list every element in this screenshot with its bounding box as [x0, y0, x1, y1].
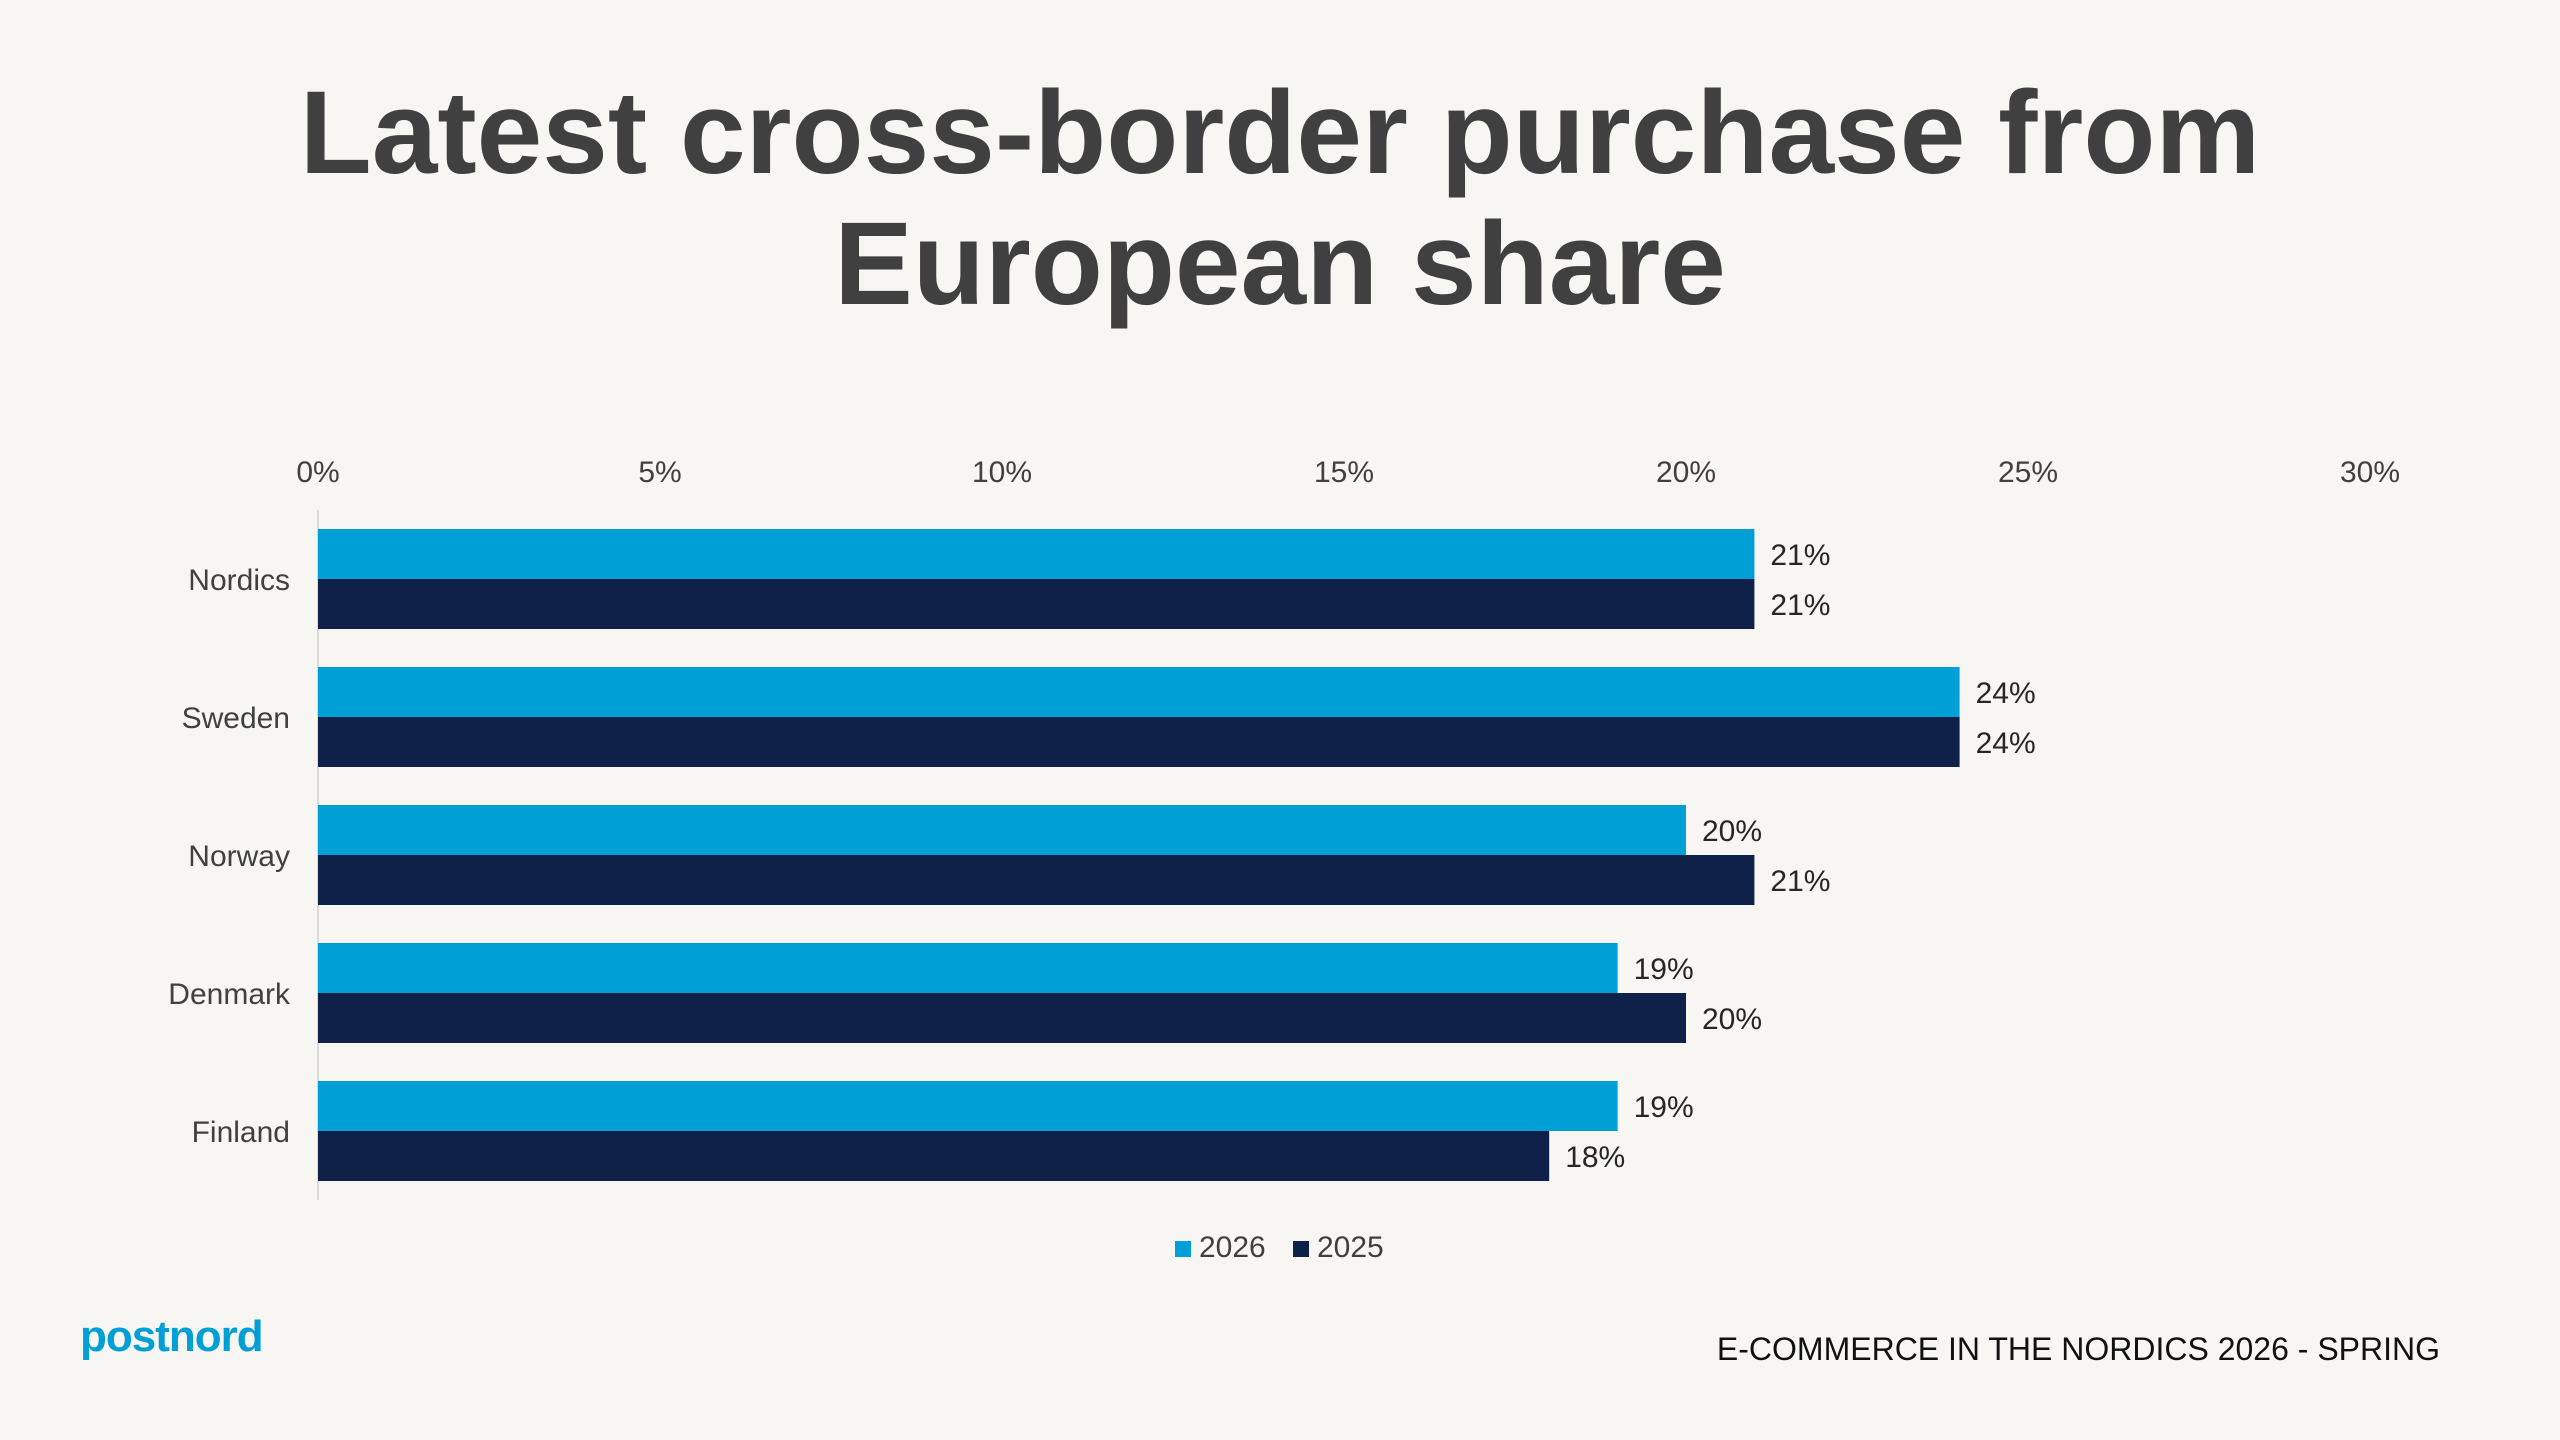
data-label: 24% [1976, 677, 2036, 710]
x-tick-label: 20% [1656, 456, 1716, 489]
title-line-2: European share [834, 198, 1726, 330]
category-label: Finland [192, 1116, 290, 1149]
title-line-1: Latest cross-border purchase from [299, 67, 2261, 199]
x-tick-label: 25% [1998, 456, 2058, 489]
x-tick-label: 30% [2340, 456, 2400, 489]
data-label: 20% [1702, 815, 1762, 848]
postnord-logo: postnord [80, 1312, 264, 1361]
page-title: Latest cross-border purchase from Europe… [0, 68, 2560, 330]
bar-2025 [318, 855, 1755, 905]
x-tick-label: 0% [296, 456, 339, 489]
category-label: Denmark [168, 978, 291, 1011]
bar-2025 [318, 579, 1755, 629]
bar-2026 [318, 529, 1755, 579]
category-label: Norway [188, 840, 290, 873]
legend-swatch-2025 [1293, 1241, 1309, 1257]
x-tick-label: 5% [638, 456, 681, 489]
data-label: 21% [1770, 539, 1830, 572]
data-label: 19% [1634, 953, 1694, 986]
legend-label: 2026 [1199, 1231, 1266, 1264]
data-label: 19% [1634, 1091, 1694, 1124]
data-label: 18% [1565, 1141, 1625, 1174]
bar-2026 [318, 943, 1618, 993]
bar-2025 [318, 1131, 1550, 1181]
category-label: Sweden [182, 702, 290, 735]
bar-2026 [318, 1081, 1618, 1131]
data-label: 24% [1976, 727, 2036, 760]
data-label: 21% [1770, 865, 1830, 898]
x-tick-label: 10% [972, 456, 1032, 489]
bar-2025 [318, 993, 1686, 1043]
bar-2026 [318, 667, 1960, 717]
bar-2026 [318, 805, 1686, 855]
category-label: Nordics [188, 564, 290, 597]
bar-2025 [318, 717, 1960, 767]
data-label: 21% [1770, 589, 1830, 622]
legend-swatch-2026 [1175, 1241, 1191, 1257]
report-label: E-COMMERCE IN THE NORDICS 2026 - SPRING [1716, 1331, 2440, 1367]
data-label: 20% [1702, 1003, 1762, 1036]
legend-label: 2025 [1317, 1231, 1384, 1264]
x-tick-label: 15% [1314, 456, 1374, 489]
